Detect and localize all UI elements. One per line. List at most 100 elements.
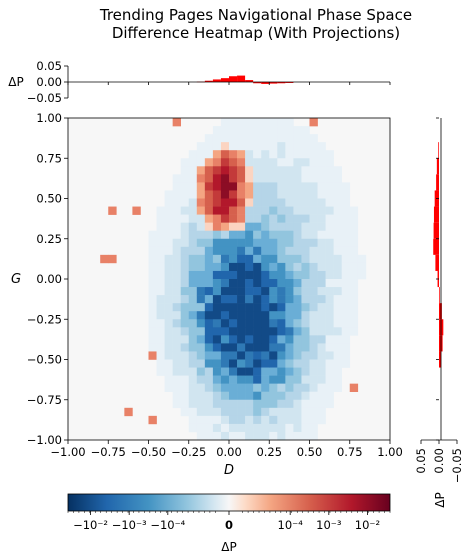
heatmap-cell <box>349 319 359 328</box>
heatmap-cell <box>349 303 359 312</box>
heatmap-cell <box>220 367 230 376</box>
heatmap-cell <box>204 230 214 240</box>
heatmap-cell <box>285 367 294 376</box>
heatmap-cell <box>156 295 165 304</box>
heatmap-cell <box>132 206 141 215</box>
heatmap-cell <box>180 303 190 312</box>
heatmap-cell <box>212 279 222 288</box>
heatmap-cell <box>188 287 198 296</box>
heatmap-cell <box>188 150 198 159</box>
heatmap-cell <box>204 343 214 352</box>
heatmap-cell <box>229 126 238 135</box>
heatmap-cell <box>277 262 286 272</box>
heatmap-cell <box>220 431 230 441</box>
heatmap-cell <box>309 407 318 417</box>
x-tick-label: −0.75 <box>91 445 126 459</box>
heatmap-cell <box>172 254 181 264</box>
heatmap-cell <box>341 335 351 344</box>
heatmap-cell <box>293 238 302 248</box>
heatmap-cell <box>212 311 222 320</box>
heatmap-cell <box>285 126 294 135</box>
heatmap-cell <box>325 327 334 336</box>
heatmap-cell <box>245 359 254 368</box>
heatmap-cell <box>309 311 318 320</box>
heatmap-cell <box>293 391 302 401</box>
colorbar-tick-label: −10⁻² <box>73 518 108 532</box>
heatmap-cell <box>220 343 230 352</box>
heatmap-cell <box>229 327 238 336</box>
heatmap-cell <box>285 343 294 352</box>
heatmap-cell <box>317 158 326 167</box>
heatmap-cell <box>172 206 181 215</box>
heatmap-cell <box>188 335 198 344</box>
heatmap-cell <box>237 399 246 409</box>
heatmap-cell <box>301 262 310 272</box>
heatmap-cell <box>253 126 262 135</box>
heatmap-cell <box>164 287 173 296</box>
heatmap-cell <box>229 150 238 159</box>
heatmap-cell <box>301 246 310 256</box>
heatmap-cell <box>245 198 254 207</box>
heatmap-cell <box>180 343 190 352</box>
heatmap-cell <box>269 262 278 272</box>
heatmap-cell <box>301 303 310 312</box>
heatmap-cell <box>220 383 230 392</box>
heatmap-cell <box>180 327 190 336</box>
heatmap-cell <box>285 383 294 392</box>
heatmap-cell <box>341 287 351 296</box>
heatmap-cell <box>309 383 318 392</box>
heatmap-cell <box>261 198 270 207</box>
heatmap-cell <box>204 158 214 167</box>
heatmap-cell <box>293 214 302 223</box>
heatmap-cell <box>229 118 238 127</box>
heatmap-cell <box>220 295 230 304</box>
heatmap-cell <box>237 311 246 320</box>
heatmap-cell <box>188 246 198 256</box>
right-projection-bar <box>439 303 442 320</box>
heatmap-cell <box>245 319 254 328</box>
heatmap-cell <box>196 415 206 425</box>
heatmap-cell <box>309 303 318 312</box>
heatmap-cell <box>229 238 238 248</box>
heatmap-cell <box>309 246 318 256</box>
heatmap-cell <box>212 222 222 231</box>
top-projection-x-ticks <box>67 82 391 85</box>
heatmap-cell <box>285 399 294 409</box>
heatmap-cell <box>164 367 173 376</box>
heatmap-cell <box>261 182 270 191</box>
heatmap-cell <box>261 262 270 272</box>
heatmap-cell <box>172 262 181 272</box>
heatmap-cells <box>100 118 367 441</box>
heatmap-cell <box>277 295 286 304</box>
heatmap-cell <box>245 134 254 143</box>
heatmap-cell <box>212 198 222 207</box>
heatmap-cell <box>156 287 165 296</box>
heatmap-cell <box>148 351 157 360</box>
heatmap-cell <box>253 254 262 264</box>
heatmap-cell <box>156 214 165 223</box>
heatmap-cell <box>317 198 326 207</box>
heatmap-cell <box>212 166 222 175</box>
heatmap-cell <box>333 311 342 320</box>
heatmap-cell <box>269 142 278 151</box>
heatmap-cell <box>293 367 302 376</box>
heatmap-cell <box>253 182 262 191</box>
heatmap-cell <box>349 262 359 272</box>
heatmap-cell <box>212 423 222 433</box>
heatmap-cell <box>148 319 157 328</box>
heatmap-cell <box>196 335 206 344</box>
chart-title-line-1: Trending Pages Navigational Phase Space <box>99 6 412 24</box>
heatmap-cell <box>245 222 254 231</box>
heatmap-cell <box>261 351 270 360</box>
heatmap-cell <box>309 190 318 199</box>
heatmap-cell <box>269 254 278 264</box>
heatmap-cell <box>245 399 254 409</box>
heatmap-cell <box>188 190 198 199</box>
heatmap-cell <box>293 182 302 191</box>
heatmap-cell <box>229 287 238 296</box>
heatmap-cell <box>253 343 262 352</box>
heatmap-cell <box>245 270 254 280</box>
heatmap-cell <box>229 383 238 392</box>
heatmap-cell <box>229 134 238 143</box>
heatmap-cell <box>237 262 246 272</box>
